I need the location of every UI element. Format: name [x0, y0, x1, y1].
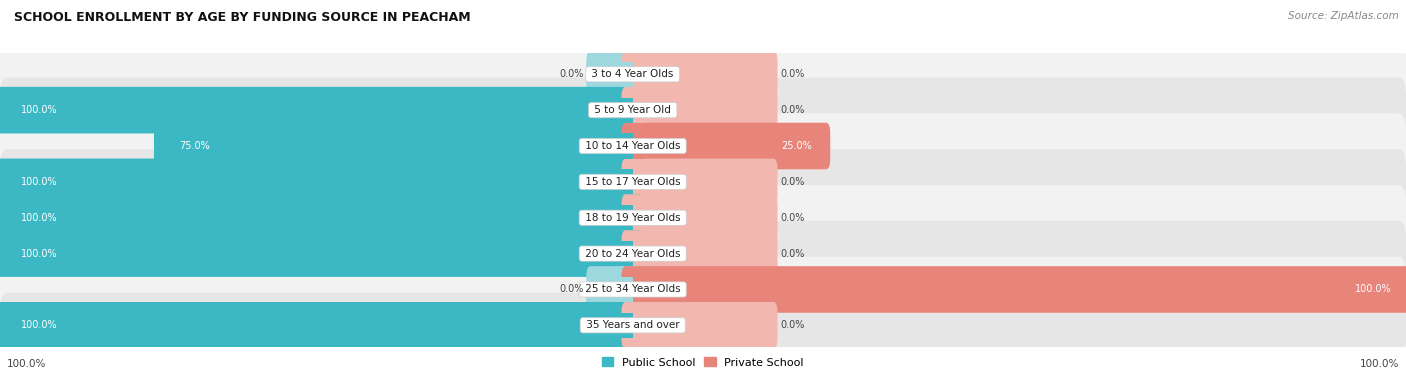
Bar	[621, 241, 633, 266]
Text: 0.0%: 0.0%	[560, 285, 583, 294]
Bar	[633, 205, 644, 230]
FancyBboxPatch shape	[621, 266, 1406, 313]
Text: 0.0%: 0.0%	[780, 248, 804, 259]
FancyBboxPatch shape	[0, 113, 1406, 179]
FancyBboxPatch shape	[155, 123, 644, 169]
FancyBboxPatch shape	[621, 123, 830, 169]
Text: 35 Years and over: 35 Years and over	[582, 320, 683, 330]
Text: 100.0%: 100.0%	[1360, 359, 1399, 369]
Text: 100.0%: 100.0%	[1355, 285, 1392, 294]
Text: 100.0%: 100.0%	[21, 177, 58, 187]
FancyBboxPatch shape	[0, 78, 1406, 143]
FancyBboxPatch shape	[0, 185, 1406, 250]
Text: 0.0%: 0.0%	[780, 320, 804, 330]
Bar	[621, 205, 633, 230]
FancyBboxPatch shape	[0, 293, 1406, 358]
FancyBboxPatch shape	[621, 302, 778, 349]
Text: 0.0%: 0.0%	[780, 105, 804, 115]
Text: 0.0%: 0.0%	[780, 213, 804, 223]
Text: Source: ZipAtlas.com: Source: ZipAtlas.com	[1288, 11, 1399, 21]
FancyBboxPatch shape	[586, 266, 644, 313]
Bar	[633, 277, 644, 302]
FancyBboxPatch shape	[0, 87, 644, 133]
Text: 100.0%: 100.0%	[21, 248, 58, 259]
Text: 18 to 19 Year Olds: 18 to 19 Year Olds	[582, 213, 683, 223]
Bar	[633, 133, 644, 159]
FancyBboxPatch shape	[0, 221, 1406, 286]
Bar	[633, 62, 644, 87]
Bar	[621, 62, 633, 87]
FancyBboxPatch shape	[621, 195, 778, 241]
Legend: Public School, Private School: Public School, Private School	[602, 357, 804, 368]
Text: 100.0%: 100.0%	[21, 320, 58, 330]
Bar	[621, 169, 633, 195]
Bar	[621, 98, 633, 123]
Bar	[621, 133, 633, 159]
Bar	[633, 98, 644, 123]
Text: 0.0%: 0.0%	[780, 177, 804, 187]
Text: 75.0%: 75.0%	[180, 141, 209, 151]
Bar	[633, 241, 644, 266]
FancyBboxPatch shape	[621, 159, 778, 205]
FancyBboxPatch shape	[621, 87, 778, 133]
Text: 25.0%: 25.0%	[782, 141, 813, 151]
Text: 0.0%: 0.0%	[780, 69, 804, 79]
Bar	[633, 169, 644, 195]
Bar	[621, 277, 633, 302]
FancyBboxPatch shape	[0, 159, 644, 205]
Text: 3 to 4 Year Olds: 3 to 4 Year Olds	[588, 69, 678, 79]
Text: 100.0%: 100.0%	[21, 105, 58, 115]
Text: 25 to 34 Year Olds: 25 to 34 Year Olds	[582, 285, 683, 294]
FancyBboxPatch shape	[0, 257, 1406, 322]
Bar	[633, 313, 644, 338]
Bar	[621, 313, 633, 338]
Text: 20 to 24 Year Olds: 20 to 24 Year Olds	[582, 248, 683, 259]
FancyBboxPatch shape	[0, 302, 644, 349]
Text: 10 to 14 Year Olds: 10 to 14 Year Olds	[582, 141, 683, 151]
FancyBboxPatch shape	[586, 51, 644, 98]
Text: 100.0%: 100.0%	[7, 359, 46, 369]
FancyBboxPatch shape	[621, 51, 778, 98]
FancyBboxPatch shape	[0, 230, 644, 277]
Text: 15 to 17 Year Olds: 15 to 17 Year Olds	[582, 177, 683, 187]
FancyBboxPatch shape	[621, 230, 778, 277]
Text: 5 to 9 Year Old: 5 to 9 Year Old	[591, 105, 675, 115]
Text: SCHOOL ENROLLMENT BY AGE BY FUNDING SOURCE IN PEACHAM: SCHOOL ENROLLMENT BY AGE BY FUNDING SOUR…	[14, 11, 471, 24]
FancyBboxPatch shape	[0, 42, 1406, 107]
FancyBboxPatch shape	[0, 195, 644, 241]
Text: 0.0%: 0.0%	[560, 69, 583, 79]
Text: 100.0%: 100.0%	[21, 213, 58, 223]
FancyBboxPatch shape	[0, 149, 1406, 215]
